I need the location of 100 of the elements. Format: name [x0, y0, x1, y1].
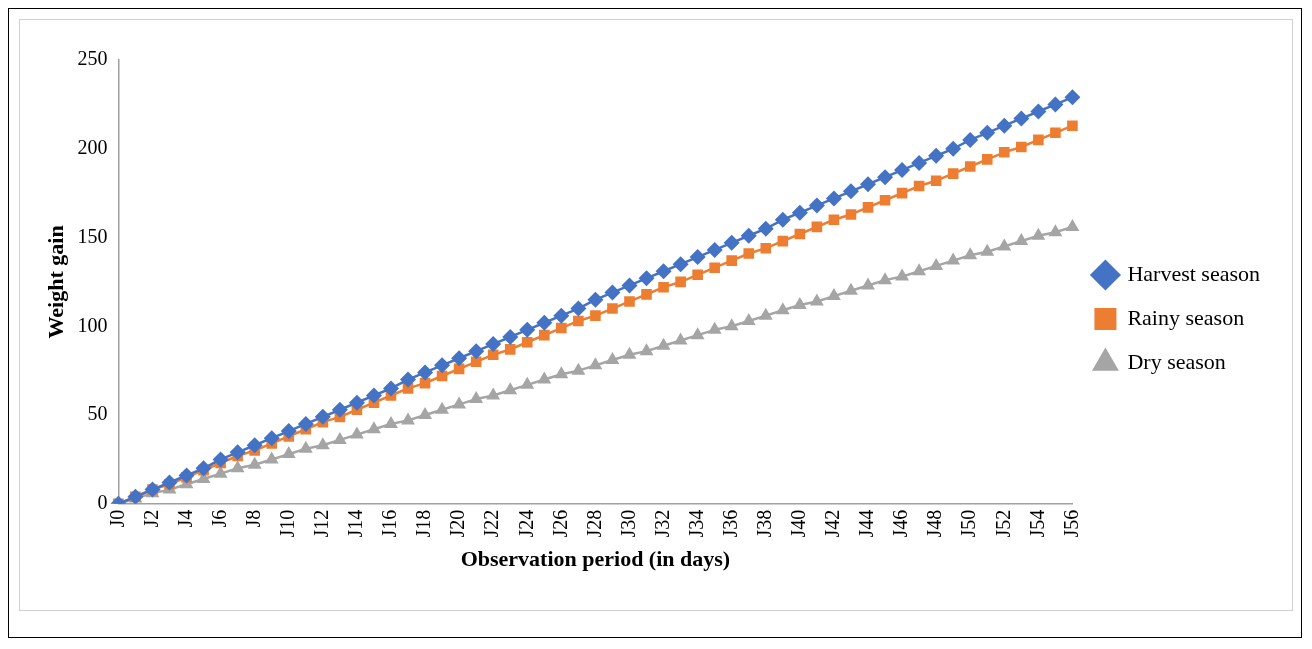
- point: [297, 415, 314, 432]
- point: [400, 371, 417, 388]
- point: [1064, 89, 1081, 106]
- point: [740, 227, 757, 244]
- point: [315, 437, 330, 450]
- x-tick-label: J48: [923, 509, 946, 538]
- point: [1065, 218, 1080, 231]
- point: [774, 211, 791, 228]
- point: [706, 241, 723, 258]
- y-tick-label: 250: [77, 47, 108, 70]
- point: [1047, 96, 1064, 113]
- point: [570, 300, 587, 317]
- point: [946, 252, 961, 265]
- point: [673, 332, 688, 345]
- x-tick-label: J22: [480, 509, 503, 538]
- y-tick-label: 100: [77, 313, 108, 336]
- point: [861, 277, 875, 290]
- point: [844, 282, 858, 295]
- point: [178, 467, 195, 484]
- point: [298, 440, 313, 453]
- point: [929, 257, 944, 270]
- point: [808, 197, 825, 214]
- point: [556, 322, 567, 334]
- point: [247, 456, 262, 469]
- x-tick-label: J32: [650, 509, 673, 538]
- point: [486, 387, 501, 400]
- point: [331, 401, 348, 418]
- point: [418, 407, 432, 420]
- point: [536, 314, 553, 331]
- point: [246, 437, 263, 454]
- x-tick-label: J30: [616, 509, 639, 538]
- legend-label: Harvest season: [1127, 260, 1261, 286]
- x-tick-label: J0: [105, 509, 128, 528]
- x-tick-label: J54: [1025, 509, 1048, 538]
- point: [895, 268, 909, 281]
- point: [690, 327, 705, 340]
- point: [349, 426, 364, 439]
- point: [452, 396, 467, 409]
- point: [996, 117, 1013, 134]
- point: [1031, 227, 1046, 240]
- point: [862, 202, 874, 213]
- point: [827, 288, 841, 301]
- point: [587, 291, 604, 308]
- point: [382, 380, 399, 397]
- point: [622, 346, 637, 359]
- x-tick-label: J2: [139, 509, 162, 528]
- x-axis-title: Observation period (in days): [460, 546, 731, 572]
- x-tick-label: J56: [1059, 509, 1082, 538]
- point: [911, 154, 928, 171]
- x-tick-label: J24: [514, 509, 537, 538]
- point: [502, 328, 519, 345]
- point: [348, 394, 365, 411]
- x-tick-label: J18: [412, 509, 435, 538]
- y-tick-label: 150: [77, 224, 108, 247]
- point: [692, 269, 703, 281]
- x-tick-label: J6: [207, 509, 230, 528]
- point: [998, 147, 1010, 158]
- x-tick-label: J50: [957, 509, 980, 538]
- point: [758, 307, 773, 320]
- y-tick-label: 0: [97, 491, 108, 514]
- point: [281, 446, 296, 459]
- point: [468, 343, 485, 360]
- point: [928, 147, 945, 164]
- point: [930, 175, 942, 187]
- point: [1033, 134, 1044, 146]
- point: [280, 423, 297, 440]
- point: [504, 344, 516, 355]
- point: [878, 272, 892, 285]
- point: [314, 408, 331, 425]
- x-tick-label: J16: [378, 509, 401, 538]
- point: [1030, 103, 1047, 120]
- point: [981, 154, 993, 165]
- point: [588, 357, 603, 370]
- point: [624, 296, 635, 307]
- point: [723, 234, 740, 251]
- point: [607, 303, 618, 314]
- point: [877, 169, 894, 186]
- point: [503, 382, 518, 395]
- point: [1048, 224, 1063, 237]
- point: [707, 321, 722, 334]
- point: [605, 352, 620, 365]
- point: [760, 242, 772, 254]
- point: [828, 214, 840, 226]
- point: [792, 296, 807, 309]
- point: [791, 204, 808, 221]
- point: [997, 238, 1012, 251]
- y-axis-title: Weight gain: [42, 225, 68, 339]
- point: [1013, 110, 1030, 127]
- point: [1016, 141, 1027, 153]
- point: [521, 336, 533, 348]
- point: [485, 336, 502, 353]
- point: [709, 262, 720, 274]
- point: [195, 460, 212, 477]
- point: [842, 183, 859, 200]
- point: [962, 131, 979, 148]
- point: [161, 474, 178, 491]
- point: [980, 243, 995, 256]
- x-tick-label: J4: [173, 509, 196, 528]
- point: [573, 315, 584, 327]
- point: [264, 451, 279, 464]
